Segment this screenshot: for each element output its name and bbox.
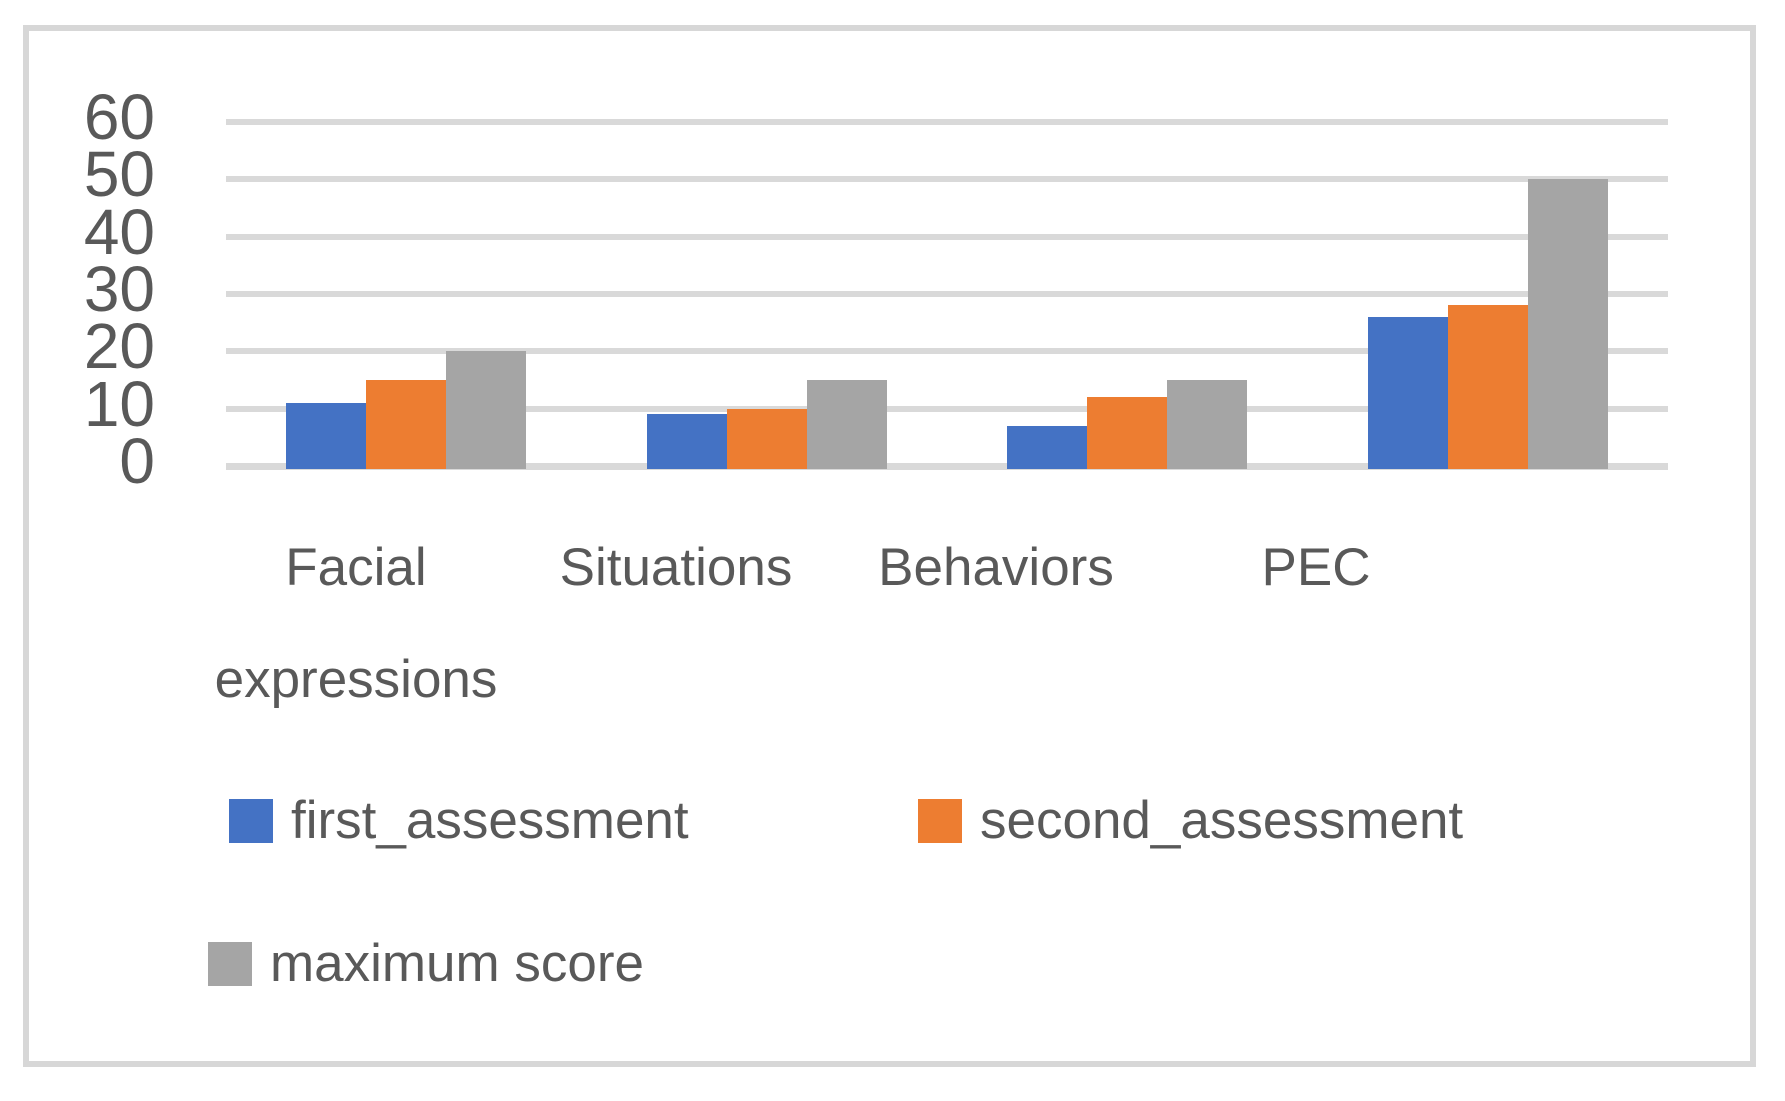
gridline-y60 xyxy=(226,119,1668,125)
x-axis-category-labels: Facial expressions Situations Behaviors PEC xyxy=(196,512,1476,736)
category-label-situations: Situations xyxy=(559,538,793,597)
bar-second-assessment-situations xyxy=(726,408,807,469)
bar-first-assessment-behaviors xyxy=(1007,425,1088,469)
bar-maximum-score-pec xyxy=(1527,179,1608,469)
y-tick-label: 40 xyxy=(83,195,155,268)
gridline-y20 xyxy=(226,348,1668,355)
legend-label: first_assessment xyxy=(291,791,689,850)
y-tick-label: 0 xyxy=(119,425,155,497)
gridline-y10 xyxy=(226,405,1668,412)
bar-first-assessment-situations xyxy=(646,414,727,469)
gridline-y40 xyxy=(226,233,1668,240)
legend-marker-icon xyxy=(208,941,252,986)
category-label-pec: PEC xyxy=(1261,538,1371,597)
bar-maximum-score-situations xyxy=(806,380,887,469)
legend-item-first-assessment: first_assessment xyxy=(229,790,689,851)
gridline-y50 xyxy=(226,176,1668,183)
y-tick-label: 50 xyxy=(83,138,155,211)
bar-second-assessment-behaviors xyxy=(1087,397,1168,469)
category-label-facial-expressions: Facial expressions xyxy=(214,538,498,709)
legend-marker-icon xyxy=(229,798,273,843)
chart-frame xyxy=(23,25,1756,1067)
legend-item-maximum-score: maximum score xyxy=(208,933,644,994)
bar-maximum-score-behaviors xyxy=(1167,380,1248,469)
bar-first-assessment-facial-expressions xyxy=(286,402,367,469)
bar-second-assessment-pec xyxy=(1447,305,1528,469)
bar-maximum-score-facial-expressions xyxy=(446,351,527,469)
gridline-y0 xyxy=(226,463,1668,470)
category-label-behaviors: Behaviors xyxy=(878,538,1114,597)
bar-second-assessment-facial-expressions xyxy=(366,380,447,469)
y-tick-label: 20 xyxy=(83,310,155,383)
gridline-y30 xyxy=(226,291,1668,297)
legend-marker-icon xyxy=(918,798,962,843)
y-tick-label: 30 xyxy=(83,253,155,325)
y-tick-label: 10 xyxy=(83,367,155,440)
legend-item-second-assessment: second_assessment xyxy=(918,790,1463,851)
bar-first-assessment-pec xyxy=(1367,316,1448,469)
legend-label: second_assessment xyxy=(980,791,1464,850)
legend-label: maximum score xyxy=(270,934,645,993)
y-tick-label: 60 xyxy=(83,81,155,153)
